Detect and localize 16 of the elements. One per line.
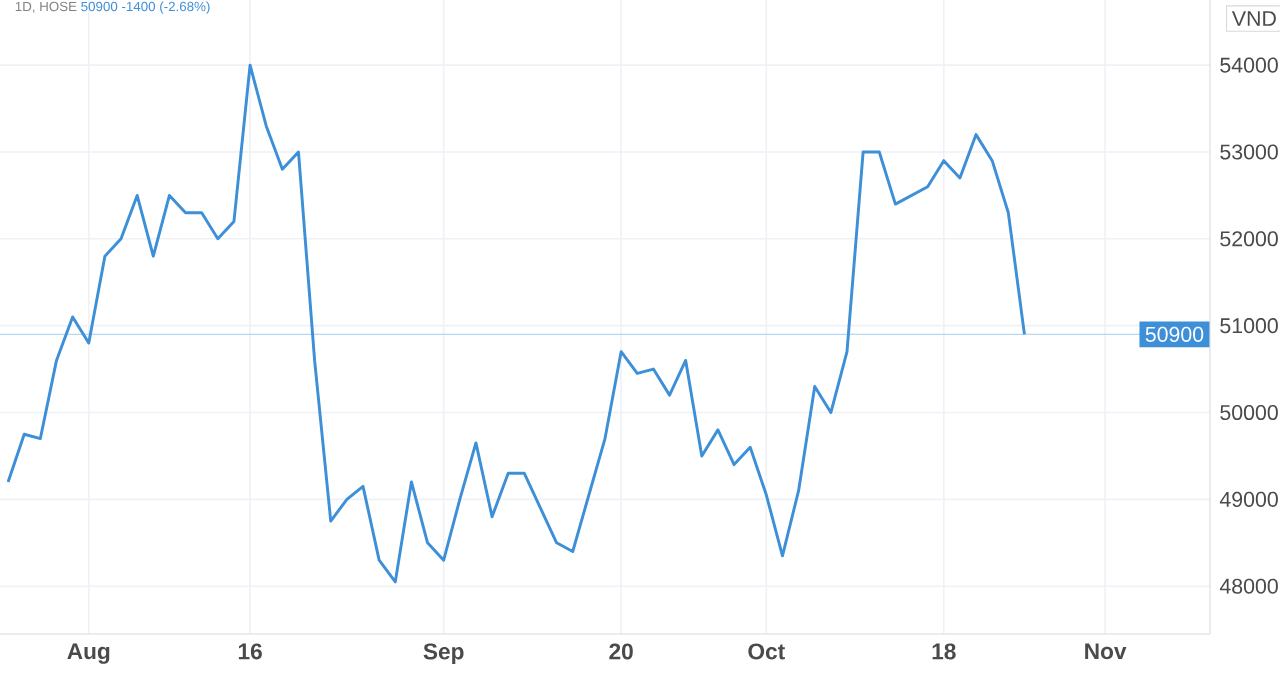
x-tick-label: Aug (67, 643, 110, 664)
x-tick-label: Sep (423, 643, 464, 664)
y-axis-title: VND (1231, 11, 1276, 26)
y-tick-label: 53000 (1220, 144, 1278, 160)
y-tick-label: 48000 (1219, 578, 1278, 594)
x-tick-label: 18 (932, 643, 956, 660)
x-tick-label: 20 (609, 643, 633, 660)
y-tick-label: 52000 (1220, 231, 1278, 247)
y-tick-label: 49000 (1219, 491, 1278, 507)
x-tick-label: 16 (238, 643, 262, 660)
x-tick-label: Oct (748, 643, 785, 660)
y-tick-label: 54000 (1220, 57, 1278, 73)
x-tick-label: Nov (1085, 643, 1127, 660)
y-tick-label: 50000 (1220, 404, 1278, 421)
ref-line-label: 50900 (1145, 326, 1204, 342)
y-tick-label: 51000 (1220, 318, 1278, 334)
